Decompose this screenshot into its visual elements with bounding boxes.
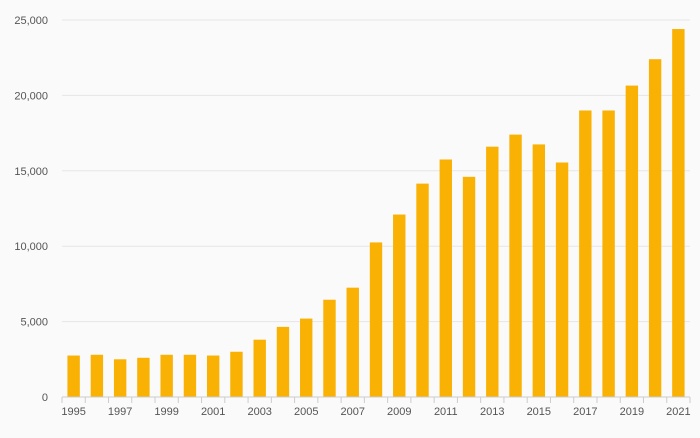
bar-1996 bbox=[90, 354, 104, 397]
bar-2019 bbox=[625, 85, 639, 398]
x-tick-label: 2017 bbox=[573, 406, 597, 418]
x-tick-label: 2021 bbox=[666, 406, 690, 418]
x-tick-label: 2015 bbox=[527, 406, 551, 418]
bar-2004 bbox=[276, 326, 290, 397]
bars bbox=[67, 29, 685, 398]
bar-2006 bbox=[323, 299, 336, 397]
x-axis-labels: 1995 1997 1999 2001 2003 2005 2007 2009 2011 2013… bbox=[61, 406, 690, 418]
y-tick-label: 25,000 bbox=[14, 15, 48, 27]
bar-2013 bbox=[486, 146, 499, 397]
bar-2014 bbox=[509, 134, 522, 397]
x-tick-label: 2011 bbox=[434, 406, 458, 418]
x-axis bbox=[61, 396, 691, 403]
bar-1998 bbox=[137, 357, 150, 397]
bar-2010 bbox=[416, 183, 429, 397]
bar-1995 bbox=[67, 355, 80, 397]
bar-1997 bbox=[113, 359, 127, 397]
x-tick-label: 1997 bbox=[108, 406, 132, 418]
bar-2015 bbox=[532, 144, 546, 397]
x-tick-label: 1995 bbox=[61, 406, 85, 418]
bar-2003 bbox=[253, 339, 266, 397]
y-tick-label: 10,000 bbox=[14, 241, 48, 253]
bar-1999 bbox=[160, 354, 173, 397]
y-tick-label: 20,000 bbox=[14, 90, 48, 102]
x-tick-label: 1999 bbox=[154, 406, 178, 418]
bar-2001 bbox=[206, 355, 220, 397]
bar-2000 bbox=[183, 354, 197, 397]
bar-2012 bbox=[462, 176, 476, 397]
bar-2007 bbox=[346, 287, 359, 397]
x-tick-label: 2019 bbox=[620, 406, 644, 418]
bar-2008 bbox=[369, 242, 383, 397]
bar-2017 bbox=[579, 110, 592, 397]
x-tick-label: 2009 bbox=[387, 406, 411, 418]
bar-2018 bbox=[602, 110, 615, 397]
y-tick-label: 0 bbox=[42, 392, 48, 404]
bar-2020 bbox=[648, 59, 662, 397]
y-axis-labels: 0 5,000 10,000 15,000 20,000 25,000 bbox=[14, 15, 48, 404]
bar-2021 bbox=[672, 29, 685, 397]
bar-2005 bbox=[300, 318, 313, 397]
x-tick-label: 2005 bbox=[294, 406, 318, 418]
x-tick-label: 2013 bbox=[480, 406, 504, 418]
x-tick-label: 2007 bbox=[340, 406, 364, 418]
bar-2002 bbox=[230, 351, 243, 397]
x-tick-label: 2003 bbox=[247, 406, 271, 418]
bar-2016 bbox=[555, 162, 569, 397]
bar-2009 bbox=[393, 214, 406, 397]
y-tick-label: 5,000 bbox=[20, 317, 48, 329]
bar-2011 bbox=[439, 159, 452, 397]
y-tick-label: 15,000 bbox=[14, 166, 48, 178]
x-tick-label: 2001 bbox=[201, 406, 225, 418]
